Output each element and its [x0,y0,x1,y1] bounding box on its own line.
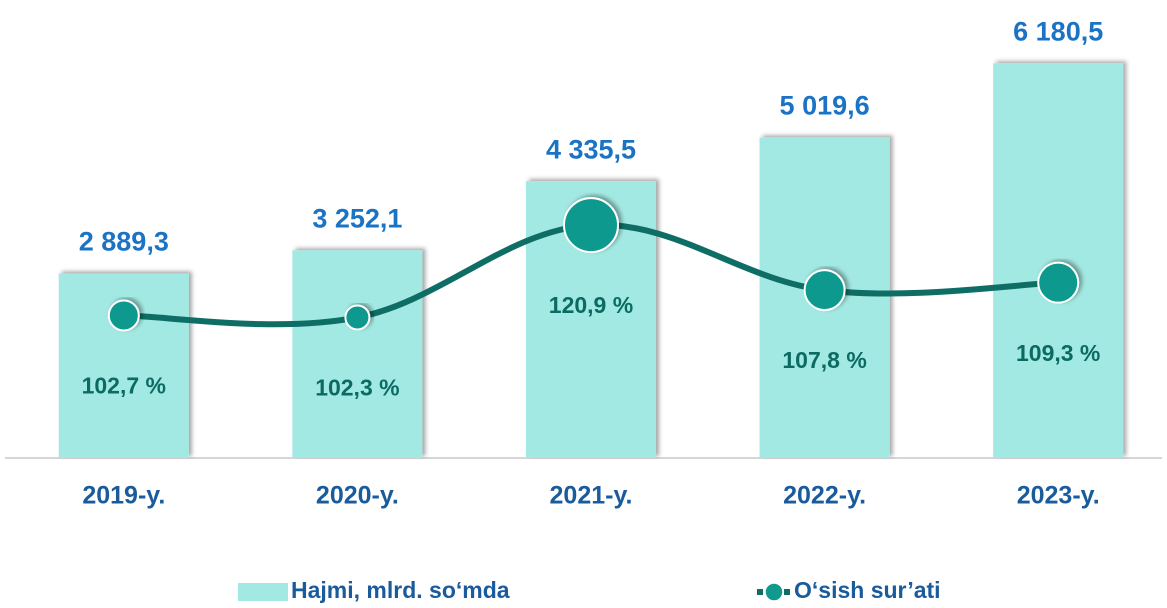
line-marker [107,299,140,332]
line-marker [344,304,371,331]
x-tick-label: 2023-y. [1017,482,1100,510]
bar-value-label: 5 019,6 [780,91,870,121]
legend-swatch [238,583,288,601]
bar [292,250,423,458]
line-value-label: 120,9 % [549,292,633,318]
x-tick-label: 2021-y. [550,482,633,510]
x-tick-label: 2022-y. [783,482,866,510]
bar-value-label: 2 889,3 [79,227,169,257]
bar-value-label: 3 252,1 [312,203,402,233]
bar [993,63,1124,458]
x-tick-label: 2019-y. [82,482,165,510]
line-value-label: 107,8 % [782,347,866,373]
legend-label: O‘sish sur’ati [794,577,941,603]
line-marker [563,197,619,254]
x-tick-label: 2020-y. [316,482,399,510]
bar-value-label: 4 335,5 [546,134,636,164]
line-marker [803,269,846,312]
line-value-label: 102,3 % [315,375,399,401]
legend-label: Hajmi, mlrd. so‘mda [291,577,510,603]
line-value-label: 109,3 % [1016,340,1100,366]
legend-marker [764,582,784,602]
line-marker [1037,261,1080,304]
bar-value-label: 6 180,5 [1013,16,1103,46]
line-value-label: 102,7 % [82,373,166,399]
